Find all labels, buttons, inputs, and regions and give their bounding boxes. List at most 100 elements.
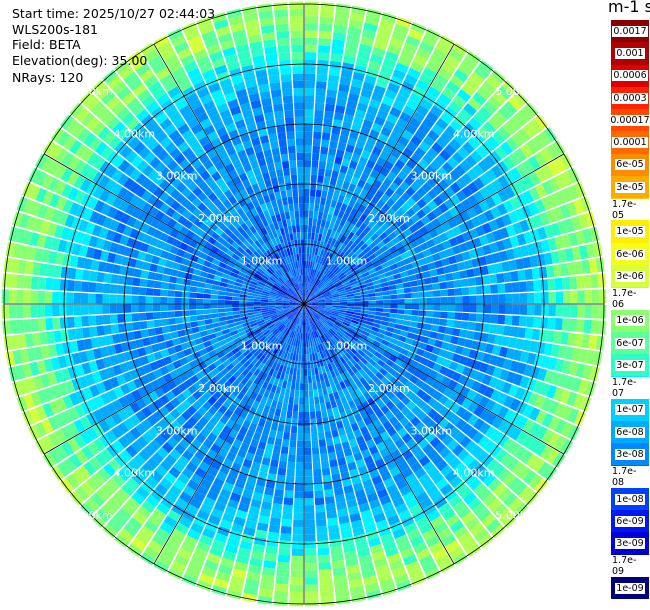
gate-cell (306, 282, 309, 290)
gate-cell (203, 186, 213, 197)
gate-cell (273, 329, 280, 336)
gate-cell (406, 400, 416, 411)
gate-cell (388, 317, 397, 324)
gate-cell (433, 401, 444, 413)
gate-cell (343, 267, 351, 275)
gate-cell (206, 273, 215, 280)
gate-cell (314, 289, 321, 295)
gate-cell (309, 308, 316, 313)
gate-cell (199, 376, 209, 386)
gate-cell (355, 139, 366, 150)
gate-cell (258, 321, 266, 327)
gate-cell (177, 170, 188, 182)
gate-cell (380, 376, 390, 386)
gate-cell (218, 290, 226, 296)
gate-cell (406, 497, 419, 509)
gate-cell (225, 475, 237, 486)
gate-cell (449, 414, 461, 426)
gate-cell (147, 271, 156, 280)
gate-cell (334, 443, 343, 452)
gate-cell (109, 354, 119, 366)
gate-cell (517, 327, 526, 339)
gate-cell (398, 461, 410, 472)
gate-cell (125, 322, 134, 332)
gate-cell (250, 550, 264, 560)
gate-cell (274, 355, 281, 364)
gate-cell (416, 548, 431, 561)
gate-cell (265, 53, 278, 63)
gate-cell (278, 259, 285, 267)
gate-cell (292, 534, 304, 542)
gate-cell (516, 178, 529, 193)
gate-cell (99, 434, 112, 448)
gate-cell (123, 522, 139, 537)
gate-cell (457, 505, 471, 519)
gate-cell (332, 192, 340, 202)
gate-cell (390, 294, 398, 300)
gate-cell (111, 169, 123, 182)
gate-cell (311, 277, 316, 285)
gate-cell (228, 582, 244, 593)
gate-cell (597, 273, 606, 288)
gate-cell (296, 332, 300, 340)
gate-cell (311, 304, 319, 306)
gate-cell (496, 392, 508, 405)
gate-cell (467, 194, 479, 207)
gate-cell (371, 403, 380, 413)
gate-cell (194, 450, 206, 461)
gate-cell (422, 528, 437, 541)
gate-cell (537, 226, 548, 240)
gate-cell (127, 136, 141, 150)
gate-cell (467, 497, 482, 511)
gate-cell (294, 268, 298, 277)
gate-cell (452, 328, 461, 337)
gate-cell (404, 337, 414, 345)
gate-cell (358, 43, 373, 54)
gate-cell (304, 354, 307, 362)
gate-cell (432, 547, 448, 561)
gate-cell (328, 531, 341, 541)
gate-cell (547, 278, 556, 291)
gate-cell (136, 160, 149, 173)
gate-cell (248, 286, 256, 291)
gate-cell (142, 431, 154, 444)
gate-cell (153, 319, 162, 328)
gate-cell (502, 472, 517, 487)
gate-cell (304, 116, 314, 125)
gate-cell (507, 476, 522, 492)
gate-cell (255, 174, 264, 183)
gate-cell (169, 276, 178, 284)
gate-cell (179, 372, 189, 382)
gate-cell (232, 201, 241, 211)
gate-cell (71, 352, 82, 365)
gate-cell (419, 73, 433, 86)
gate-cell (481, 513, 496, 528)
gate-cell (197, 202, 207, 213)
gate-cell (310, 411, 316, 419)
gate-cell (195, 356, 205, 365)
gate-cell (461, 347, 471, 357)
gate-cell (290, 577, 304, 585)
gate-cell (432, 390, 443, 401)
gate-cell (382, 57, 397, 69)
gate-cell (335, 450, 345, 459)
gate-cell (283, 282, 290, 289)
gate-cell (386, 426, 397, 437)
gate-cell (361, 297, 369, 301)
gate-cell (325, 305, 333, 307)
gate-cell (480, 265, 489, 276)
gate-cell (487, 333, 496, 344)
gate-cell (111, 473, 126, 487)
gate-cell (183, 535, 198, 547)
gate-cell (281, 402, 288, 411)
gate-cell (501, 261, 511, 272)
gate-cell (434, 339, 443, 349)
gate-cell (344, 317, 352, 322)
gate-cell (270, 275, 278, 282)
gate-cell (422, 117, 435, 129)
gate-cell (155, 465, 168, 477)
gate-cell (280, 266, 286, 274)
gate-cell (257, 283, 265, 289)
gate-cell (508, 152, 521, 167)
gate-cell (233, 285, 242, 291)
